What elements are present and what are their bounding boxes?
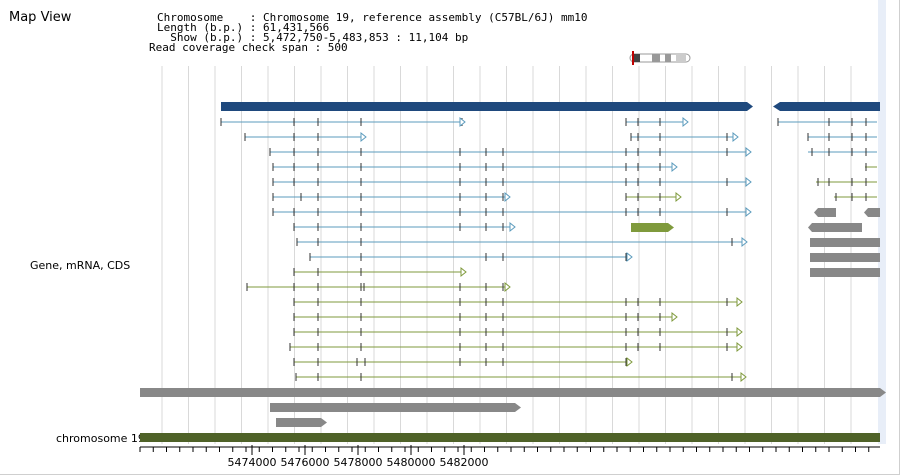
strand-arrow xyxy=(515,403,521,412)
strand-arrow xyxy=(671,161,678,173)
feature-block xyxy=(812,223,862,232)
strand-arrow xyxy=(745,206,752,218)
strand-arrow xyxy=(732,131,739,143)
show-range-info: Show (b.p.) : 5,472,750-5,483,853 : 11,1… xyxy=(157,31,469,44)
map-view-title: Map View xyxy=(9,10,72,25)
chromosome-track-label: chromosome 19 xyxy=(56,432,145,445)
feature-block xyxy=(810,268,880,277)
feature-block xyxy=(868,208,880,217)
strand-arrow xyxy=(736,296,743,308)
gene-bar xyxy=(221,102,747,111)
read-coverage-bar xyxy=(140,388,880,397)
read-coverage-bar xyxy=(270,403,515,412)
ideogram-band xyxy=(665,54,671,62)
strand-arrow xyxy=(814,208,818,217)
strand-arrow xyxy=(668,223,674,232)
strand-arrow xyxy=(626,356,633,368)
strand-arrow xyxy=(740,371,747,383)
strand-arrow xyxy=(626,251,633,263)
axis-tick-label: 5480000 xyxy=(387,456,436,469)
ideogram-band xyxy=(652,54,660,62)
ideogram-band xyxy=(634,54,640,62)
ideogram-band xyxy=(676,54,686,62)
strand-arrow xyxy=(745,176,752,188)
strand-arrow xyxy=(880,388,886,397)
chromosome-bar xyxy=(140,433,880,442)
read-coverage-bar xyxy=(276,418,321,427)
strand-arrow xyxy=(736,326,743,338)
feature-block xyxy=(810,238,880,247)
strand-arrow xyxy=(741,236,748,248)
strand-arrow xyxy=(671,311,678,323)
strand-arrow xyxy=(504,191,511,203)
strand-arrow xyxy=(504,281,511,293)
axis-tick-label: 5482000 xyxy=(440,456,489,469)
strand-arrow xyxy=(360,131,367,143)
axis-tick-label: 5474000 xyxy=(228,456,277,469)
axis-tick-label: 5476000 xyxy=(281,456,330,469)
strand-arrow xyxy=(321,418,327,427)
strand-arrow xyxy=(808,223,812,232)
strand-arrow xyxy=(747,102,753,111)
gene-track-label: Gene, mRNA, CDS xyxy=(30,259,131,272)
strand-arrow xyxy=(745,146,752,158)
strand-arrow xyxy=(773,102,780,111)
strand-arrow xyxy=(682,116,689,128)
chromosome-info: Chromosome : Chromosome 19, reference as… xyxy=(157,11,588,24)
feature-block xyxy=(810,253,880,262)
length-info: Length (b.p.) : 61,431,566 xyxy=(157,21,330,34)
strand-arrow xyxy=(459,116,466,128)
read-coverage-info: Read coverage check span : 500 xyxy=(149,41,348,54)
strand-arrow xyxy=(736,341,743,353)
feature-block xyxy=(818,208,836,217)
right-edge-band xyxy=(878,0,886,444)
cds-block xyxy=(631,223,668,232)
strand-arrow xyxy=(509,221,516,233)
strand-arrow xyxy=(460,266,467,278)
gene-bar xyxy=(780,102,880,111)
strand-arrow xyxy=(675,191,682,203)
axis-tick-label: 5478000 xyxy=(334,456,383,469)
strand-arrow xyxy=(864,208,868,217)
